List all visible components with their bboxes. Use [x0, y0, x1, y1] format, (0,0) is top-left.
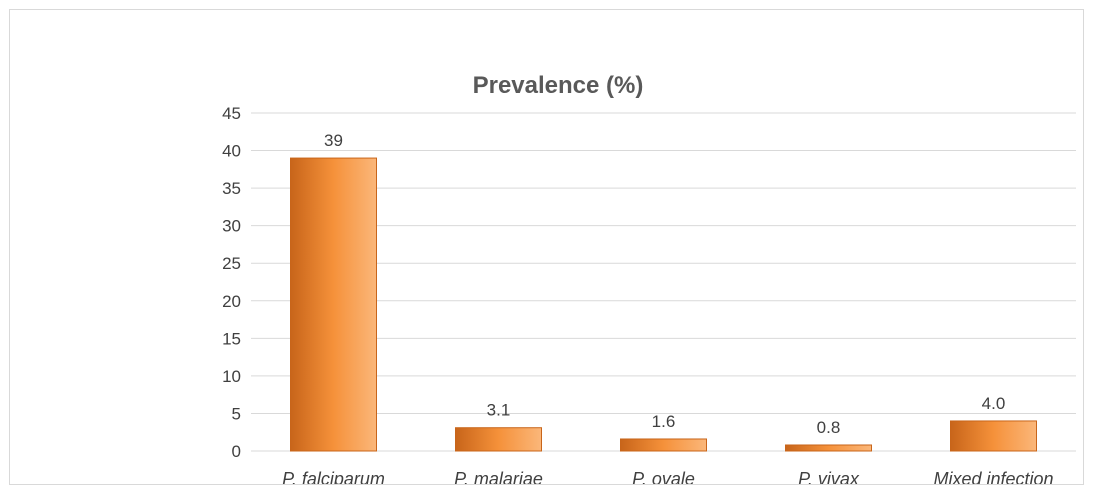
bar-1 [455, 427, 542, 452]
y-tick-label: 30 [222, 217, 241, 236]
x-category-label: P. falciparum [282, 469, 385, 485]
x-category-label: P. malariae [454, 469, 543, 485]
bar-2 [620, 438, 707, 452]
chart-title: Prevalence (%) [473, 72, 644, 99]
bar-0 [290, 157, 377, 452]
data-label: 1.6 [652, 412, 676, 431]
x-category-label: P. ovale [632, 469, 695, 485]
x-category-label: Mixed infection [933, 469, 1053, 485]
y-tick-label: 40 [222, 142, 241, 161]
y-tick-label: 20 [222, 292, 241, 311]
y-axis-tick-labels: 0 5 10 15 20 25 30 35 40 45 [222, 104, 241, 461]
y-tick-label: 15 [222, 329, 241, 348]
data-label: 0.8 [817, 418, 841, 437]
y-tick-label: 45 [222, 104, 241, 123]
data-label: 39 [324, 131, 343, 150]
bar-4 [950, 420, 1037, 452]
y-tick-label: 5 [232, 404, 241, 423]
x-axis-category-labels: P. falciparum P. malariae P. ovale P. vivax… [282, 469, 1053, 485]
bar-3 [785, 444, 872, 452]
y-tick-label: 0 [232, 442, 241, 461]
data-label: 4.0 [982, 394, 1006, 413]
x-category-label: P. vivax [798, 469, 860, 485]
y-tick-label: 10 [222, 367, 241, 386]
prevalence-bar-chart: Prevalence (%) 0 5 10 15 20 25 30 35 40 45 39 3.1 1… [222, 72, 1076, 485]
chart-frame: Prevalence (%) 0 5 10 15 20 25 30 35 40 45 39 3.1 1… [9, 9, 1084, 485]
gridlines [251, 112, 1076, 452]
data-labels: 39 3.1 1.6 0.8 4.0 [324, 131, 1005, 437]
y-tick-label: 25 [222, 254, 241, 273]
data-label: 3.1 [487, 401, 511, 420]
y-tick-label: 35 [222, 179, 241, 198]
bars [290, 157, 1037, 452]
